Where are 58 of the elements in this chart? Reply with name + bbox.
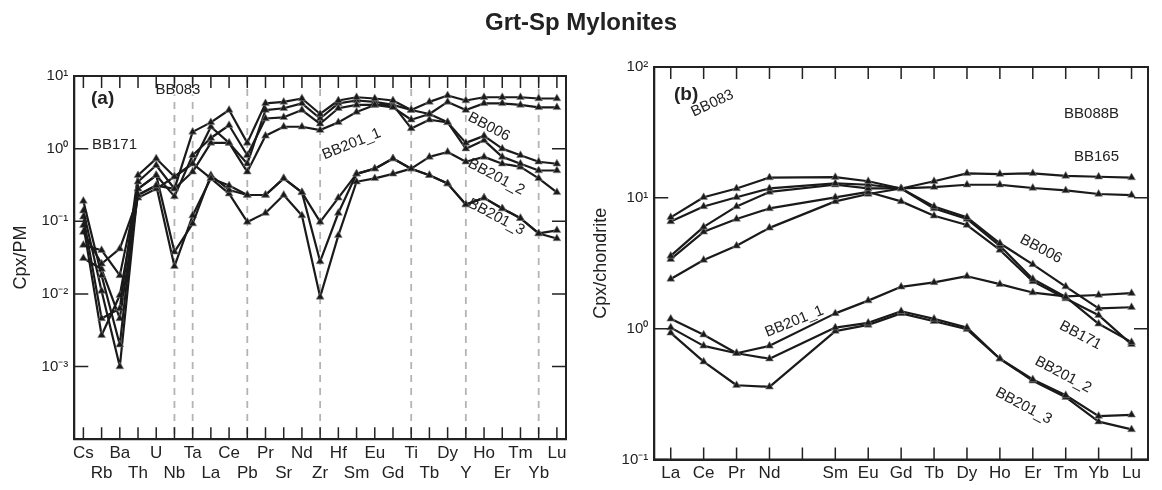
x-tick-label: Ba — [109, 443, 131, 463]
x-tick-label: Cs — [72, 443, 94, 463]
x-tick-label: Ho — [989, 463, 1011, 483]
x-tick-label: Sm — [822, 463, 849, 483]
x-tick-label: Lu — [547, 443, 567, 463]
x-tick-label: Pr — [728, 463, 746, 483]
y-tick-label: 10² — [626, 57, 649, 75]
annotation: (a) — [91, 87, 115, 109]
x-tick-label: Eu — [857, 463, 879, 483]
chart-title: Grt-Sp Mylonites — [484, 7, 678, 37]
x-tick-label: Sm — [343, 463, 370, 483]
annotation: BB171 — [91, 135, 138, 153]
x-tick-label: Ce — [218, 443, 240, 463]
annotation: BB083 — [155, 79, 201, 97]
x-tick-label: U — [150, 443, 163, 463]
x-tick-label: Tm — [508, 443, 533, 463]
y-axis-title: Cpx/chondrite — [589, 207, 610, 319]
y-tick-label: 10⁻¹ — [41, 211, 69, 229]
y-tick-label: 10⁻² — [41, 284, 69, 302]
annotation: BB088B — [1064, 103, 1120, 121]
x-tick-label: Gd — [889, 463, 913, 483]
x-tick-label: Er — [1024, 463, 1042, 483]
x-tick-label: Ho — [473, 443, 495, 463]
x-tick-label: Ti — [404, 443, 418, 463]
y-tick-label: 10⁻³ — [41, 356, 69, 374]
annotation: BB165 — [1073, 147, 1119, 165]
x-tick-label: Tb — [924, 463, 944, 483]
x-tick-label: Y — [460, 463, 472, 483]
x-tick-label: Ce — [692, 463, 715, 483]
x-tick-label: Pr — [257, 443, 275, 463]
y-tick-label: 10⁻¹ — [621, 449, 649, 467]
x-tick-label: La — [201, 463, 221, 483]
x-tick-label: Rb — [90, 463, 113, 483]
x-tick-label: Hf — [329, 443, 348, 463]
y-tick-label: 10⁰ — [626, 318, 649, 336]
x-tick-label: Yb — [1088, 463, 1110, 483]
y-tick-label: 10⁰ — [46, 138, 69, 156]
x-tick-label: Ta — [183, 443, 203, 463]
x-tick-label: Lu — [1122, 463, 1141, 483]
x-tick-label: Th — [128, 463, 148, 483]
x-tick-label: Tm — [1053, 463, 1078, 483]
x-tick-label: Nd — [758, 463, 781, 483]
x-tick-label: La — [661, 463, 681, 483]
x-tick-label: Tb — [419, 463, 440, 483]
x-tick-label: Dy — [956, 463, 978, 483]
y-tick-label: 10¹ — [46, 66, 69, 84]
x-tick-label: Dy — [437, 443, 459, 463]
x-tick-label: Nd — [291, 443, 313, 463]
x-tick-label: Nb — [163, 463, 186, 483]
x-tick-label: Yb — [528, 463, 550, 483]
x-tick-label: Pb — [236, 463, 258, 483]
y-axis-title: Cpx/PM — [9, 225, 30, 290]
y-tick-label: 10¹ — [626, 188, 649, 206]
x-tick-label: Zr — [312, 463, 329, 483]
x-tick-label: Gd — [381, 463, 405, 483]
x-tick-label: Er — [493, 463, 512, 483]
x-tick-label: Sr — [275, 463, 293, 483]
x-tick-label: Eu — [364, 443, 386, 463]
